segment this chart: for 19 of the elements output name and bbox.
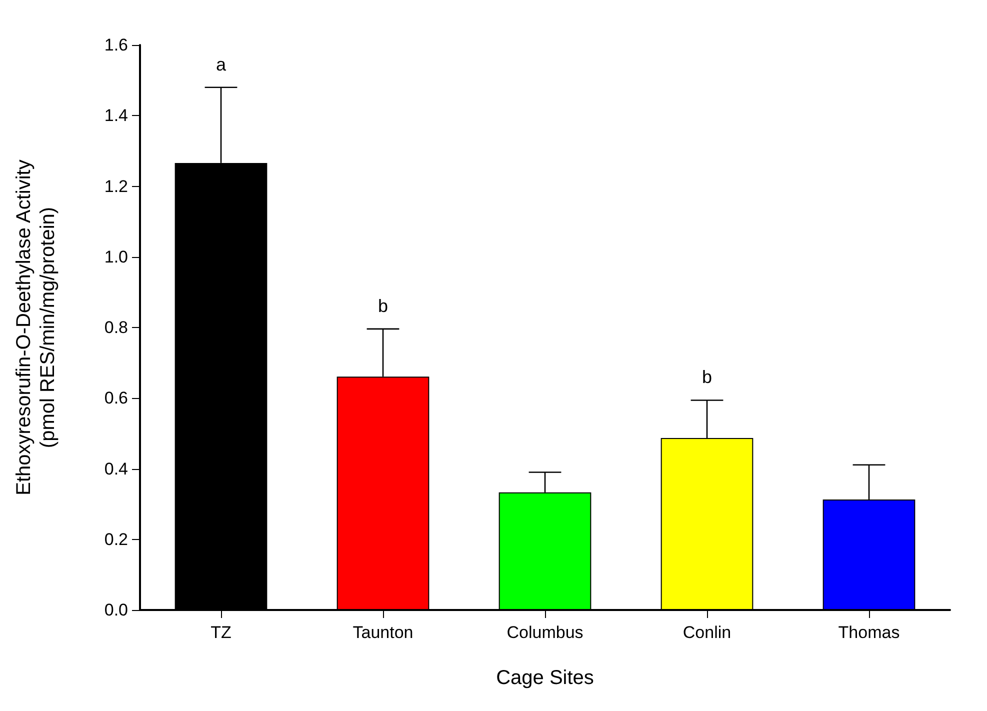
x-tick-label: TZ	[210, 623, 232, 642]
y-axis-title: Ethoxyresorufin-O-Deethylase Activity (pmol RES/min/mg/protein)	[13, 160, 59, 496]
x-axis-title: Cage Sites	[496, 667, 594, 689]
y-tick-label: 0.2	[104, 530, 128, 549]
y-tick-label: 0.8	[104, 318, 128, 337]
x-tick-label: Columbus	[506, 623, 584, 642]
x-tick-label: Taunton	[352, 623, 414, 642]
y-tick-label: 0.6	[104, 388, 128, 408]
y-tick-label: 1.6	[104, 36, 128, 54]
y-tick-label: 0.4	[104, 459, 128, 478]
y-tick-label: 0.0	[104, 600, 128, 620]
y-tick-label: 1.0	[104, 247, 128, 266]
annotation: a	[216, 54, 227, 74]
x-tick-label: Conlin	[682, 623, 732, 642]
y-tick-label: 1.4	[104, 106, 128, 126]
y-tick-label: 1.2	[104, 176, 128, 196]
annotation: b	[702, 367, 712, 388]
annotation: b	[378, 296, 388, 316]
x-tick-label: Thomas	[838, 623, 900, 642]
